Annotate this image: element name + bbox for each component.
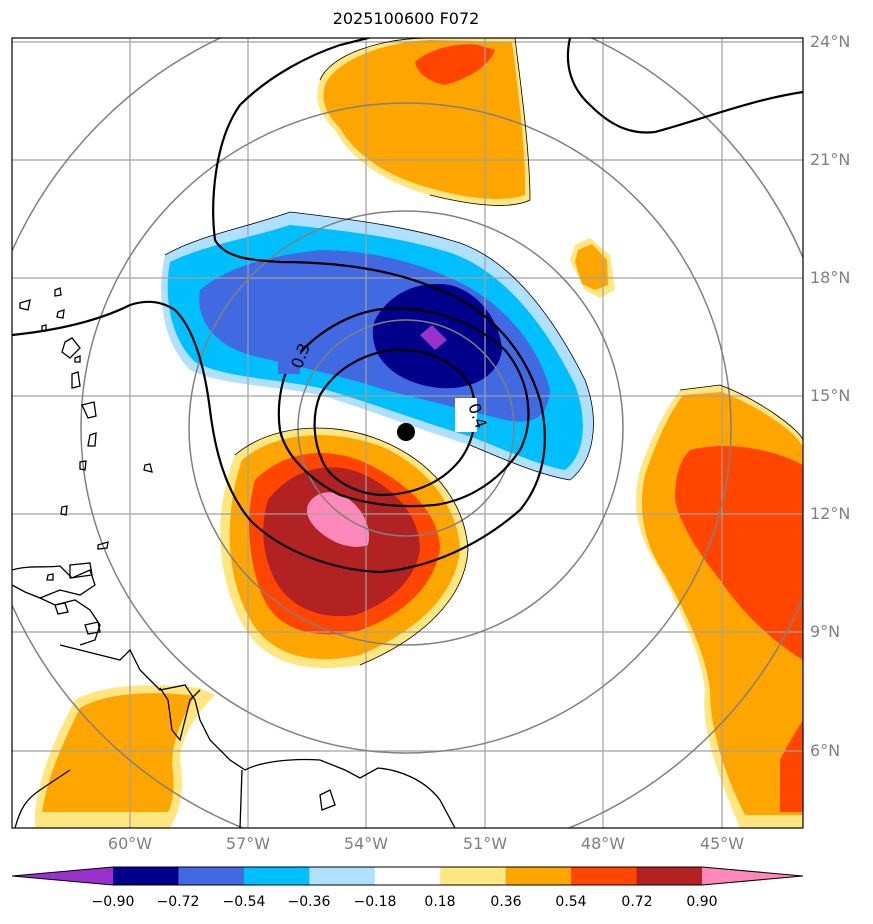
lat-label-15n: 15°N (810, 386, 851, 405)
colorbar-segment (505, 867, 572, 885)
map-frame (11, 37, 804, 829)
graticule (12, 38, 803, 828)
colorbar-segment (374, 867, 441, 885)
negative-anomaly-purple (420, 325, 447, 350)
colorbar-segment (243, 867, 310, 885)
range-rings (12, 38, 803, 828)
lat-label-18n: 18°N (810, 268, 851, 287)
lat-label-12n: 12°N (810, 504, 851, 523)
colorbar-segment (440, 867, 507, 885)
lon-label-60w: 60°W (107, 834, 153, 853)
contour-label-bg-1 (278, 340, 300, 374)
colorbar-segment (309, 867, 376, 885)
colorbar-tick-0.90: 0.90 (686, 894, 718, 910)
lat-label-9n: 9°N (810, 622, 841, 641)
colorbar-extend-max (702, 867, 803, 885)
colorbar-tick--0.72: −0.72 (156, 894, 200, 910)
positive-anomaly-pink (306, 492, 370, 547)
lon-label-45w: 45°W (699, 834, 745, 853)
lon-label-51w: 51°W (462, 834, 508, 853)
colorbar-tick--0.18: −0.18 (353, 894, 397, 910)
colorbar-tick-0.54: 0.54 (555, 894, 587, 910)
colorbar-segment (113, 867, 179, 885)
shading-outlines (164, 38, 803, 666)
colorbar-tick-0.18: 0.18 (424, 894, 456, 910)
coastlines (12, 287, 456, 828)
lat-label-24n: 24°N (810, 32, 851, 51)
lat-label-6n: 6°N (810, 741, 841, 760)
contour-label-bg-2 (455, 398, 477, 432)
colorbar-extend-min (12, 867, 113, 885)
lon-label-57w: 57°W (225, 834, 271, 853)
colorbar-tick--0.54: −0.54 (222, 894, 266, 910)
colorbar (11, 866, 804, 886)
storm-center-marker[interactable] (397, 423, 415, 441)
lon-label-54w: 54°W (343, 834, 389, 853)
colorbar-tick--0.90: −0.90 (91, 894, 135, 910)
geopotential-contours (12, 38, 803, 574)
colorbar-tick-0.36: 0.36 (490, 894, 522, 910)
lat-label-21n: 21°N (810, 150, 851, 169)
colorbar-segment (571, 867, 638, 885)
colorbar-tick-0.72: 0.72 (621, 894, 653, 910)
lon-label-48w: 48°W (580, 834, 626, 853)
colorbar-outline (11, 866, 804, 886)
colorbar-segment (636, 867, 703, 885)
map-title: 2025100600 F072 (332, 9, 480, 28)
colorbar-segment (178, 867, 245, 885)
colorbar-segments (12, 867, 803, 885)
colorbar-tick--0.36: −0.36 (287, 894, 331, 910)
